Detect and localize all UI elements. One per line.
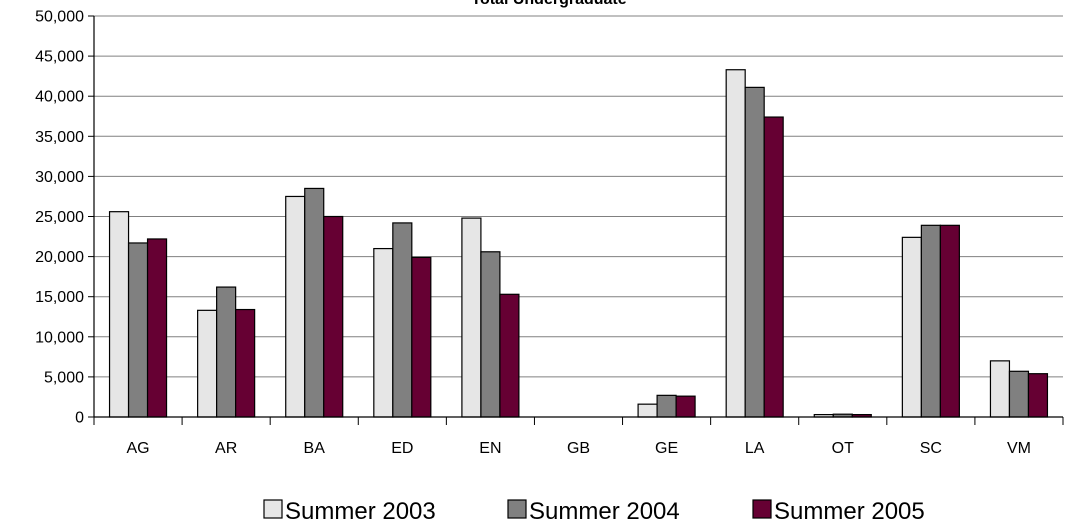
y-tick-label: 50,000 (35, 9, 84, 26)
legend-swatch (263, 499, 283, 519)
x-tick-label: SC (920, 440, 942, 457)
axes (88, 15, 1064, 425)
y-tick-label: 35,000 (35, 129, 84, 146)
y-tick-label: 15,000 (35, 289, 84, 306)
bar-ar-series-1 (197, 309, 218, 418)
bar-ag-series-1 (108, 211, 130, 418)
y-tick-label: 45,000 (35, 49, 84, 66)
bar-la-series-2 (744, 86, 765, 418)
bar-vm-series-2 (1008, 370, 1030, 418)
legend-label: Summer 2003 (285, 498, 436, 523)
bar-vm-series-3 (1027, 373, 1049, 418)
bar-vm-series-1 (989, 360, 1011, 418)
x-tick-label: LA (745, 440, 765, 457)
x-tick-labels: AG AR BA ED EN GB GE LA OT SC VM (126, 440, 1030, 457)
bar-ag-series-3 (146, 238, 168, 418)
bar-ed-series-3 (411, 256, 432, 418)
x-tick-label: GE (655, 440, 678, 457)
bar-ba-series-2 (304, 187, 325, 418)
x-tick-label: AG (126, 440, 149, 457)
y-tick-label: 5,000 (44, 369, 84, 386)
bar-la-series-1 (725, 69, 746, 418)
bar-ge-series-3 (675, 395, 696, 418)
legend-swatch (507, 499, 527, 519)
bar-ar-series-2 (216, 286, 237, 418)
chart-title: Total Undergraduate (471, 0, 626, 8)
gridlines (94, 15, 1063, 378)
x-tick-label: EN (479, 440, 501, 457)
bar-sc-series-3 (939, 224, 960, 418)
bar-ed-series-2 (392, 222, 413, 418)
bar-sc-series-1 (901, 236, 922, 418)
bar-ba-series-3 (323, 215, 344, 418)
legend-label: Summer 2005 (774, 498, 925, 523)
x-tick-label: OT (832, 440, 854, 457)
y-tick-label: 0 (75, 410, 84, 427)
bar-en-series-3 (499, 293, 520, 418)
legend-label: Summer 2004 (529, 498, 680, 523)
x-tick-label: GB (567, 440, 590, 457)
y-tick-label: 25,000 (35, 209, 84, 226)
legend: Summer 2003 Summer 2004 Summer 2005 (263, 498, 925, 523)
bar-ar-series-3 (235, 308, 256, 418)
y-tick-labels: 0 5,000 10,000 15,000 20,000 25,000 30,000 35,0… (35, 9, 84, 427)
legend-swatch (752, 499, 772, 519)
bar-en-series-1 (461, 217, 482, 418)
bar-en-series-2 (480, 251, 501, 418)
y-tick-label: 10,000 (35, 329, 84, 346)
bar-ge-series-1 (637, 403, 658, 418)
bar-ge-series-2 (656, 394, 677, 418)
bar-ed-series-1 (373, 247, 394, 418)
x-tick-label: ED (391, 440, 413, 457)
x-tick-label: BA (304, 440, 326, 457)
y-tick-label: 20,000 (35, 249, 84, 266)
bar-la-series-3 (763, 116, 784, 418)
x-tick-label: AR (215, 440, 237, 457)
bar-ba-series-1 (285, 195, 306, 418)
bars (108, 69, 1049, 418)
bar-sc-series-2 (920, 224, 941, 418)
bar-ag-series-2 (127, 242, 149, 418)
x-tick-label: VM (1007, 440, 1031, 457)
y-tick-label: 30,000 (35, 169, 84, 186)
y-tick-label: 40,000 (35, 89, 84, 106)
